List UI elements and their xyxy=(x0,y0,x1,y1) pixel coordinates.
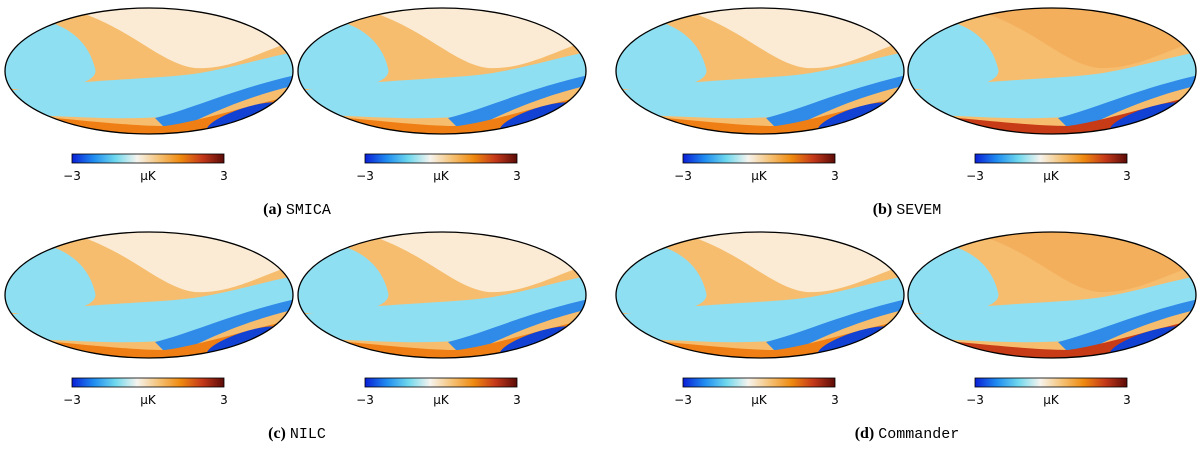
colorbar-max-label: 3 xyxy=(513,169,521,183)
map-outline xyxy=(4,231,294,359)
map-cold-spot xyxy=(801,130,861,134)
colorbar-min-label: −3 xyxy=(63,169,81,183)
caption-d-method: Commander xyxy=(878,426,960,443)
colorbar-gradient xyxy=(974,153,1128,164)
colorbar-unit-label: μK xyxy=(140,393,157,407)
colorbar-gradient xyxy=(364,377,518,388)
map-cold-core xyxy=(155,73,293,133)
colorbar-max-label: 3 xyxy=(831,393,839,407)
caption-c-method: NILC xyxy=(289,426,326,443)
map-cold-band xyxy=(616,274,904,343)
caption-c: (c) NILC xyxy=(97,425,497,443)
colorbar-max-label: 3 xyxy=(220,169,228,183)
colorbar-unit-label: μK xyxy=(751,393,768,407)
map-cold-core xyxy=(155,297,293,357)
colorbar-max-label: 3 xyxy=(220,393,228,407)
map-cold-core xyxy=(448,73,586,133)
colorbar: −3 μK 3 xyxy=(674,377,839,407)
colorbar: −3 μK 3 xyxy=(966,377,1131,407)
colorbar: −3 μK 3 xyxy=(356,377,521,407)
colorbar-min-label: −3 xyxy=(63,393,81,407)
colorbar-gradient xyxy=(364,153,518,164)
map-cold-spot xyxy=(483,130,543,134)
sky-map xyxy=(298,8,586,134)
colorbar-unit-label: μK xyxy=(1043,393,1060,407)
caption-a-letter: (a) xyxy=(263,201,282,218)
colorbar-min-label: −3 xyxy=(356,169,374,183)
map-cold-spot xyxy=(1093,354,1153,358)
colorbar-max-label: 3 xyxy=(831,169,839,183)
map-cold-core xyxy=(766,73,904,133)
map-cold-spot xyxy=(801,354,861,358)
map-outline xyxy=(4,7,294,135)
colorbar: −3 μK 3 xyxy=(63,377,228,407)
map-cold-core xyxy=(766,297,904,357)
map-outline xyxy=(615,7,905,135)
colorbar-max-label: 3 xyxy=(1123,169,1131,183)
colorbar-gradient xyxy=(682,377,836,388)
map-cold-spot xyxy=(190,130,250,134)
sky-map xyxy=(616,8,904,134)
map-cold-core xyxy=(1058,73,1196,133)
map-cold-band xyxy=(908,50,1196,119)
colorbar-gradient xyxy=(71,153,225,164)
colorbar-max-label: 3 xyxy=(1123,393,1131,407)
map-cold-band xyxy=(298,50,586,119)
colorbar-max-label: 3 xyxy=(513,393,521,407)
colorbar-unit-label: μK xyxy=(433,169,450,183)
colorbar-min-label: −3 xyxy=(674,169,692,183)
map-cold-core xyxy=(1058,297,1196,357)
colorbar-gradient xyxy=(682,153,836,164)
map-cold-band xyxy=(5,50,293,119)
sky-map xyxy=(5,232,293,358)
map-cold-band xyxy=(616,50,904,119)
map-cold-spot xyxy=(190,354,250,358)
caption-d-letter: (d) xyxy=(854,425,875,442)
colorbar-min-label: −3 xyxy=(674,393,692,407)
map-cold-spot xyxy=(483,354,543,358)
caption-d: (d) Commander xyxy=(707,425,1107,443)
colorbar: −3 μK 3 xyxy=(63,153,228,183)
map-outline xyxy=(907,231,1197,359)
colorbar-unit-label: μK xyxy=(1043,169,1060,183)
map-cold-band xyxy=(908,274,1196,343)
sky-map xyxy=(908,232,1196,358)
map-outline xyxy=(297,231,587,359)
colorbar: −3 μK 3 xyxy=(674,153,839,183)
sky-map xyxy=(908,8,1196,134)
map-cold-spot xyxy=(1093,130,1153,134)
caption-b-letter: (b) xyxy=(872,201,893,218)
caption-a-method: SMICA xyxy=(285,202,331,219)
map-cold-band xyxy=(298,274,586,343)
map-outline xyxy=(297,7,587,135)
map-outline xyxy=(615,231,905,359)
caption-a: (a) SMICA xyxy=(97,201,497,219)
map-cold-band xyxy=(5,274,293,343)
colorbar: −3 μK 3 xyxy=(356,153,521,183)
colorbar-gradient xyxy=(71,377,225,388)
sky-map xyxy=(5,8,293,134)
colorbar-min-label: −3 xyxy=(966,169,984,183)
colorbar-unit-label: μK xyxy=(433,393,450,407)
colorbar-unit-label: μK xyxy=(140,169,157,183)
map-cold-core xyxy=(448,297,586,357)
sky-map xyxy=(616,232,904,358)
colorbar-min-label: −3 xyxy=(966,393,984,407)
colorbar-min-label: −3 xyxy=(356,393,374,407)
caption-c-letter: (c) xyxy=(268,425,286,442)
colorbar-gradient xyxy=(974,377,1128,388)
colorbar-unit-label: μK xyxy=(751,169,768,183)
sky-map xyxy=(298,232,586,358)
colorbar: −3 μK 3 xyxy=(966,153,1131,183)
map-outline xyxy=(907,7,1197,135)
caption-b: (b) SEVEM xyxy=(707,201,1107,219)
caption-b-method: SEVEM xyxy=(896,202,942,219)
